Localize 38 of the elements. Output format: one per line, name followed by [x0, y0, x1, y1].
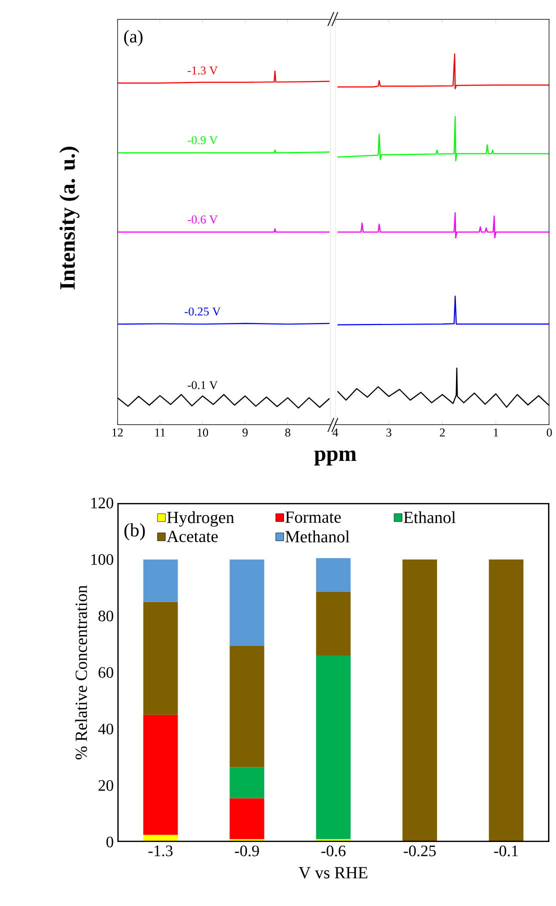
x-tick-label: 1	[494, 428, 498, 436]
annotation: (b)	[124, 523, 146, 540]
x-tick-label: 8	[285, 428, 290, 437]
x-tick-label: 12	[112, 428, 123, 436]
x-tick-label: 0	[546, 428, 552, 437]
x-tick-label: 10	[198, 428, 208, 437]
y-tick-label: 0	[106, 836, 114, 848]
x-tick-label: 2	[440, 428, 445, 436]
y-tick-label: 80	[98, 610, 114, 622]
y-tick-label: 120	[92, 498, 114, 508]
y-tick-label: 60	[98, 667, 114, 678]
series-label: -0.1 V	[188, 381, 218, 390]
y-tick-label: 40	[98, 724, 114, 734]
x-tick-label: -0.9	[235, 846, 260, 856]
x-tick-label: 3	[386, 428, 392, 437]
legend-label: Ethanol	[404, 511, 456, 524]
x-axis-title: V vs RHE	[298, 867, 368, 879]
text: (a)	[124, 30, 143, 46]
series-label: -1.3 V	[188, 66, 218, 75]
x-tick-label: -0.1	[494, 846, 518, 856]
x-tick-label: -0.25	[404, 846, 436, 856]
legend-label: Formate	[286, 512, 341, 523]
x-tick-label: 4	[332, 428, 338, 436]
series-label: -0.6 V	[188, 215, 218, 224]
legend-label: Hydrogen	[167, 511, 234, 527]
x-tick-label: 9	[242, 428, 248, 437]
legend-label: Methanol	[286, 530, 350, 542]
legend-label: Acetate	[166, 530, 218, 542]
series-label: -0.25 V	[184, 307, 221, 316]
x-axis-title: ppm	[314, 450, 356, 466]
x-tick-label: -0.6	[322, 846, 346, 856]
y-axis-title: % Relative Concentration	[75, 585, 88, 760]
y-tick-label: 20	[98, 780, 114, 791]
y-axis-title: Intensity (a. u.)	[60, 146, 80, 290]
x-tick-label: 11	[155, 428, 166, 436]
x-tick-label: -1.3	[148, 846, 173, 856]
series-label: -0.9 V	[188, 136, 218, 144]
y-tick-label: 100	[92, 554, 114, 565]
